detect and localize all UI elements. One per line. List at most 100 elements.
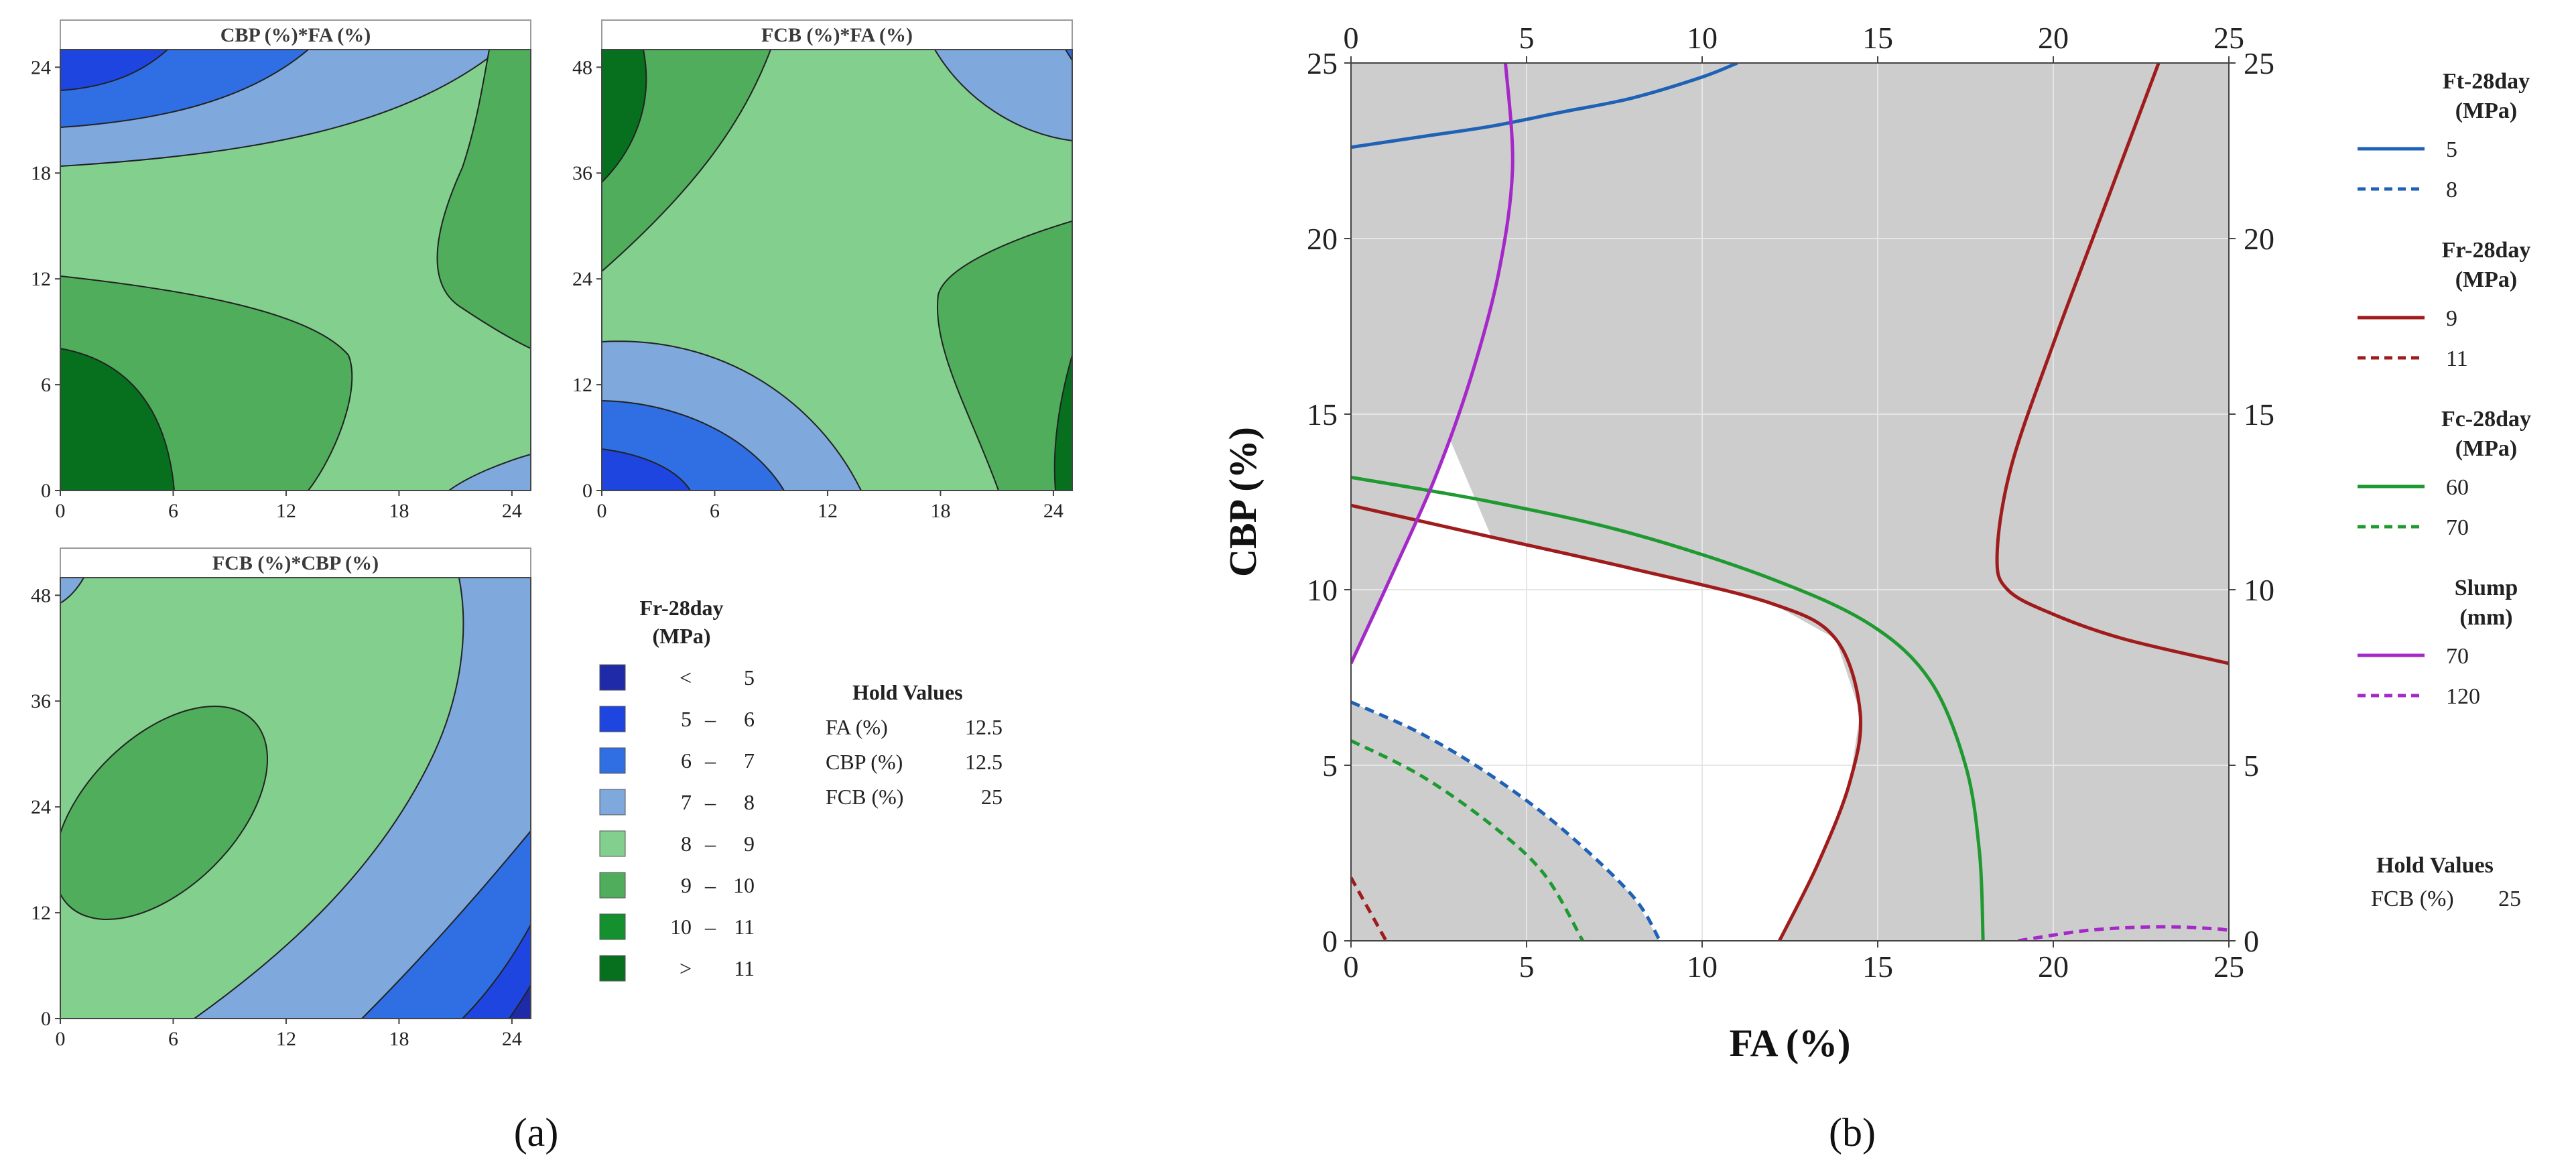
legend-swatch [599,789,626,816]
y-tick-label-right: 20 [2244,222,2274,256]
x-tick-label: 24 [1043,500,1064,522]
subplot-cbp-fa: CBP (%)*FA (%) [60,19,531,491]
hold-value-fa: 12.5 [965,715,1003,739]
y-tick-label: 6 [41,374,51,396]
y-tick-label-right: 0 [2244,924,2259,958]
x-tick-label-top: 15 [1862,21,1893,55]
legend-dash: – [704,832,716,856]
x-tick-label-top: 20 [2038,21,2069,55]
y-tick-label: 48 [572,56,592,78]
contour-fill [602,50,1072,491]
hold-title: Hold Values [2376,853,2494,878]
x-tick-label: 24 [502,500,522,522]
legend-swatch [599,913,626,940]
legend-lower: 6 [681,749,692,773]
y-tick-label: 18 [31,162,51,184]
legend-group-title: Ft-28day [2443,69,2530,94]
legend-group-title: Fc-28day [2441,407,2531,432]
legend-lower: > [680,956,692,980]
x-tick-label-top: 25 [2213,21,2244,55]
x-tick-label: 0 [56,1028,66,1050]
legend-dash: – [704,749,716,773]
legend-swatch [599,747,626,774]
y-tick-label-left: 10 [1307,573,1338,607]
y-tick-label-left: 20 [1307,222,1338,256]
plot-frame [1350,62,2230,941]
contour-series-0 [1351,63,1738,149]
legend-upper: 5 [744,665,755,690]
x-tick-label: 0 [56,500,66,522]
panel-a-ticks: 0 6 12 18 24 0 6 12 18 24 0 6 12 18 24 0 12 24 36 48 0 6 12 18 2… [31,56,1064,1050]
y-tick-label: 12 [31,902,51,924]
x-tick-label: 24 [502,1028,522,1050]
subplot-title: FCB (%)*CBP (%) [212,552,379,574]
legend-dash: – [704,790,716,814]
hold-name-cbp: CBP (%) [826,750,903,774]
x-tick-label-bottom: 20 [2038,950,2069,984]
y-tick-label-right: 15 [2244,397,2274,432]
y-tick-label-right: 10 [2244,573,2274,607]
contour-fill [60,578,531,1019]
hold-title: Hold Values [852,680,963,704]
contour-series-6 [1351,739,1585,941]
hold-value-fcb: 25 [981,785,1003,809]
legend-upper: 7 [744,749,755,773]
panel-a-hold-values: Hold Values FA (%) 12.5 CBP (%) 12.5 FCB… [826,680,1003,809]
legend-swatch [599,664,626,691]
x-tick-label: 12 [276,500,296,522]
y-axis-label: CBP (%) [1221,427,1265,577]
legend-unit: (MPa) [652,624,710,648]
y-tick-label-right: 25 [2244,46,2274,80]
panel-a-label: (a) [514,1110,559,1155]
subplot-title: FCB (%)*FA (%) [761,24,913,46]
contour-series-5 [1351,475,1985,941]
hold-name-fa: FA (%) [826,715,888,739]
legend-lower: < [680,665,692,690]
legend-upper: 9 [744,832,755,856]
legend-group-unit: (MPa) [2455,436,2518,461]
x-tick-label: 18 [389,500,409,522]
contour-series-3 [1995,63,2229,665]
contour-series-1 [1351,700,1662,941]
subplot-title-bar [60,19,531,50]
y-tick-label-left: 0 [1322,924,1338,958]
contour-series-2 [1351,503,1863,941]
x-tick-label: 18 [930,500,950,522]
hold-value-cbp: 12.5 [965,750,1003,774]
legend-upper: 8 [744,790,755,814]
x-axis-label: FA (%) [1730,1021,1851,1065]
x-tick-label-top: 10 [1687,21,1718,55]
y-tick-label: 24 [31,796,51,818]
y-tick-label: 0 [582,480,592,502]
x-tick-label: 12 [818,500,838,522]
legend-dash: – [704,873,716,897]
legend-dashed-value: 120 [2446,684,2480,709]
legend-group-unit: (mm) [2459,605,2512,630]
x-tick-label-bottom: 10 [1687,950,1718,984]
x-tick-label-top: 5 [1519,21,1535,55]
contour-lines [1351,63,2229,941]
legend-lower: 7 [681,790,692,814]
x-tick-label: 18 [389,1028,409,1050]
panel-b-legend: Ft-28day (MPa) 5 8 Fr-28day (MPa) 9 11 Fc-28day (… [2358,69,2531,709]
legend-title: Fr-28day [639,596,723,620]
legend-upper: 11 [734,956,755,980]
x-tick-label: 12 [276,1028,296,1050]
legend-dash: – [704,707,716,731]
legend-lower: 5 [681,707,692,731]
x-tick-label-bottom: 15 [1862,950,1893,984]
subplot-fcb-cbp: FCB (%)*CBP (%) [60,547,531,1019]
x-tick-label-bottom: 25 [2213,950,2244,984]
legend-lower: 9 [681,873,692,897]
hold-name-fcb: FCB (%) [2371,887,2454,911]
y-tick-label-right: 5 [2244,749,2259,783]
x-tick-label: 0 [597,500,607,522]
legend-swatch [599,830,626,857]
contour-series-4 [1351,876,1388,941]
x-tick-label-bottom: 0 [1344,950,1359,984]
x-tick-label: 6 [168,1028,178,1050]
subplot-fcb-fa: FCB (%)*FA (%) [601,19,1073,491]
